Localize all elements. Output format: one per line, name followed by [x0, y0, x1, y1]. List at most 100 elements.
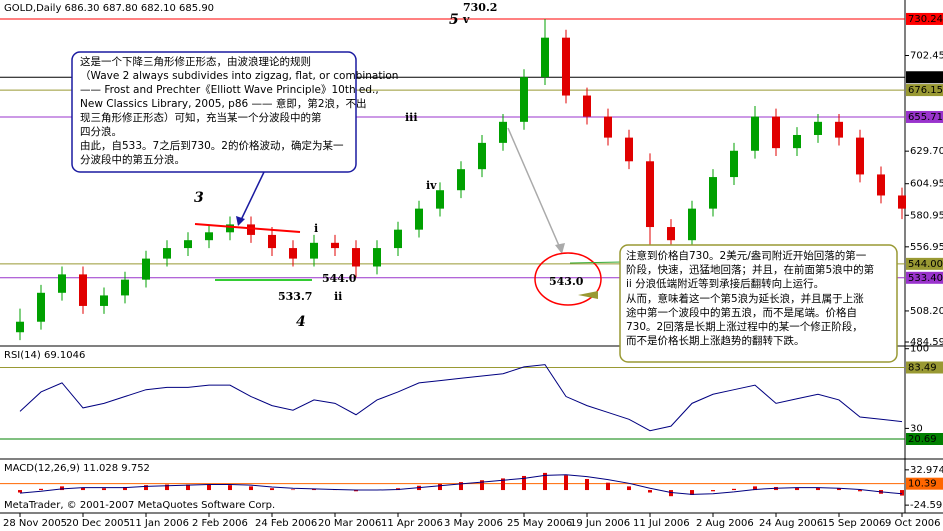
note-line: ii 分浪低端附近等到承接后翻转向上运行。	[626, 277, 824, 290]
candle-body	[835, 121, 843, 138]
y-tick-label: 100	[910, 344, 929, 355]
candle-body	[667, 227, 675, 241]
candle-body	[58, 274, 66, 293]
macd-signal	[19, 474, 903, 495]
wave-label: iii	[405, 111, 418, 124]
candle-body	[373, 248, 381, 267]
note-line: 现三角形修正形态）可知，充当某一个分波段中的第	[80, 111, 322, 124]
macd-bar	[354, 490, 358, 492]
x-tick-label: 11 Jul 2006	[633, 518, 690, 529]
macd-bar	[837, 488, 841, 491]
wave-label: 3	[194, 190, 204, 206]
wave-label: 5	[449, 12, 459, 28]
price-annotation: 533.7	[278, 290, 312, 303]
candle-body	[604, 116, 612, 138]
candle-body	[331, 242, 339, 249]
macd-bar	[648, 490, 652, 493]
macd-bar	[711, 490, 715, 492]
y-tick-label: 32.974	[910, 465, 943, 476]
candle-body	[268, 234, 276, 249]
macd-bar	[585, 479, 589, 491]
candle-body	[751, 116, 759, 151]
x-tick-label: 11 Jan 2006	[129, 518, 189, 529]
level-label-box	[906, 477, 943, 490]
note-line: 注意到价格自730。2美元/盎司附近开始回落的第一	[626, 249, 867, 262]
arrow	[507, 127, 561, 249]
level-label: 544.00	[908, 259, 943, 270]
macd-bar	[123, 486, 127, 491]
level-label-box	[906, 271, 943, 284]
arrow-head	[555, 243, 565, 254]
candle-body	[814, 121, 822, 135]
macd-bar	[480, 480, 484, 491]
macd-bar	[606, 482, 610, 491]
candle-body	[625, 137, 633, 162]
level-label: 730.24	[908, 14, 943, 25]
y-tick-label: 484.59	[910, 337, 943, 348]
candle-body	[79, 274, 87, 306]
candle-body	[394, 229, 402, 249]
candle-body	[499, 121, 507, 143]
overlay: 5 v 730.2 iii iv 3 i 544.0 533.7 ii 4 54…	[71, 1, 898, 363]
note-line: 由此，自533。7之后到730。2的价格波动，确定为某一	[80, 139, 344, 152]
level-label-box	[906, 12, 943, 25]
level-label-box	[906, 84, 943, 97]
y-tick-label: 629.70	[910, 146, 943, 157]
macd-bar	[795, 487, 799, 491]
macd-bar	[60, 486, 64, 491]
macd-bar	[438, 483, 442, 491]
y-tick-label: 30	[910, 423, 923, 434]
candle-body	[793, 134, 801, 149]
price-annotation: 544.0	[322, 272, 357, 285]
note-line: 730。2回落是长期上涨过程中的某一个修正阶段，	[626, 320, 863, 333]
level-label: 533.40	[908, 273, 943, 284]
arrow-head	[578, 291, 598, 299]
wave-label: v	[462, 13, 470, 26]
candle-body	[226, 224, 234, 233]
level-label-box	[906, 432, 943, 445]
candle-body	[709, 177, 717, 209]
candle-body	[289, 248, 297, 259]
macd-bar	[900, 490, 904, 496]
y-tick-label: 556.95	[910, 242, 943, 253]
level-label: 10.39	[908, 479, 937, 490]
level-label: 655.71	[908, 112, 943, 123]
macd-bar	[816, 487, 820, 491]
level-label-box	[906, 110, 943, 123]
connector	[569, 261, 623, 264]
x-tick-label: 15 Sep 2006	[822, 518, 885, 529]
macd-bar	[564, 475, 568, 491]
footer: MetaTrader, © 2001-2007 MetaQuotes Softw…	[4, 500, 275, 511]
macd-bar	[501, 478, 505, 491]
arrow-head	[236, 216, 245, 226]
note-line: New Classics Library, 2005, p86 —— 意即，第2…	[80, 97, 367, 110]
x-tick-label: 9 Oct 2006	[885, 518, 940, 529]
note-line: 而不是价格长期上涨趋势的翻转下跌。	[626, 334, 805, 347]
candle-body	[772, 116, 780, 149]
macd-bar	[102, 488, 106, 491]
macd-bar	[291, 489, 295, 491]
candle-body	[100, 295, 108, 306]
level-label-box	[906, 257, 943, 270]
note-line: 这是一个下降三角形修正形态，由波浪理论的规则	[80, 55, 311, 68]
macd-bar	[81, 487, 85, 491]
note-line: —— Frost and Prechter《Elliott Wave Princ…	[80, 84, 379, 96]
level-label: 83.49	[908, 363, 937, 374]
candle-body	[121, 279, 129, 296]
x-tick-label: 25 May 2006	[507, 518, 572, 529]
macd-bar	[228, 485, 232, 491]
candle-body	[247, 224, 255, 235]
candle-body	[478, 142, 486, 170]
price-annotation: 730.2	[463, 1, 497, 14]
wave-label: 4	[296, 314, 306, 330]
candle-body	[583, 95, 591, 117]
candle-body	[562, 37, 570, 96]
x-tick-label: 28 Nov 2005	[3, 518, 67, 529]
candle-body	[457, 169, 465, 191]
candle-body	[436, 190, 444, 209]
macd-bar	[753, 486, 757, 491]
rsi-line	[19, 364, 903, 432]
candle-body	[352, 248, 360, 267]
highlight-circle	[534, 252, 602, 306]
